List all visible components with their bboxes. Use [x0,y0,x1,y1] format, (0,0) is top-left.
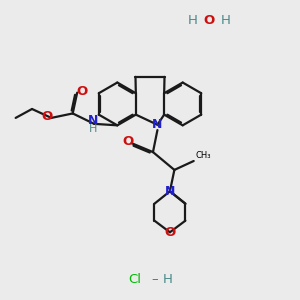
Text: N: N [87,114,98,127]
Text: H: H [188,14,198,27]
Text: O: O [164,226,175,239]
Text: H: H [163,273,173,286]
Text: –: – [151,273,158,286]
Text: CH₃: CH₃ [195,152,211,160]
Text: H: H [88,124,97,134]
Text: O: O [41,110,53,123]
Text: O: O [204,14,215,27]
Text: N: N [152,118,163,131]
Text: Cl: Cl [129,273,142,286]
Text: O: O [76,85,87,98]
Text: N: N [165,185,175,198]
Text: O: O [122,135,134,148]
Text: H: H [221,14,231,27]
